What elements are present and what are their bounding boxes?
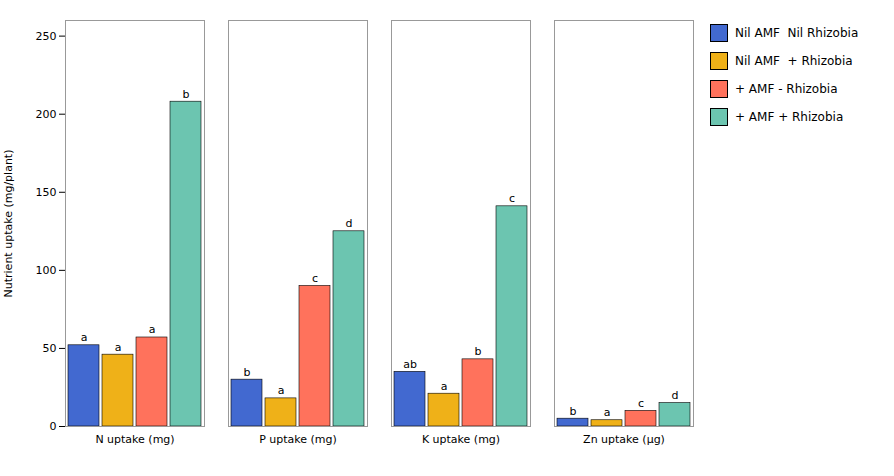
- svg-text:200: 200: [36, 108, 57, 121]
- svg-text:d: d: [346, 217, 353, 230]
- svg-text:a: a: [81, 331, 88, 344]
- svg-text:Zn uptake (μg): Zn uptake (μg): [583, 433, 665, 446]
- html-text:Nil AMF + Rhizobia: Nil AMF + Rhizobia: [735, 54, 853, 68]
- svg-text:c: c: [638, 397, 644, 410]
- svg-text:b: b: [570, 405, 577, 418]
- svg-text:P uptake (mg): P uptake (mg): [259, 433, 337, 446]
- svg-text:a: a: [604, 406, 611, 419]
- svg-text:0: 0: [50, 420, 57, 433]
- svg-text:a: a: [278, 384, 285, 397]
- svg-text:Nutrient uptake (mg/plant): Nutrient uptake (mg/plant): [2, 150, 15, 298]
- svg-text:50: 50: [43, 342, 57, 355]
- svg-text:c: c: [509, 192, 515, 205]
- svg-text:100: 100: [36, 264, 57, 277]
- html-text:Nil AMF Nil Rhizobia: Nil AMF Nil Rhizobia: [735, 26, 859, 40]
- svg-text:b: b: [475, 345, 482, 358]
- svg-text:b: b: [244, 366, 251, 379]
- svg-text:250: 250: [36, 30, 57, 43]
- svg-text:b: b: [183, 88, 190, 101]
- svg-text:K uptake (mg): K uptake (mg): [422, 433, 500, 446]
- html-text:+ AMF + Rhizobia: + AMF + Rhizobia: [735, 110, 844, 124]
- svg-text:a: a: [441, 380, 448, 393]
- html-text:+ AMF - Rhizobia: + AMF - Rhizobia: [735, 82, 838, 96]
- svg-text:d: d: [672, 389, 679, 402]
- svg-text:c: c: [312, 272, 318, 285]
- svg-text:a: a: [149, 323, 156, 336]
- svg-text:a: a: [115, 341, 122, 354]
- svg-text:N uptake (mg): N uptake (mg): [95, 433, 174, 446]
- svg-text:150: 150: [36, 186, 57, 199]
- svg-text:ab: ab: [403, 358, 417, 371]
